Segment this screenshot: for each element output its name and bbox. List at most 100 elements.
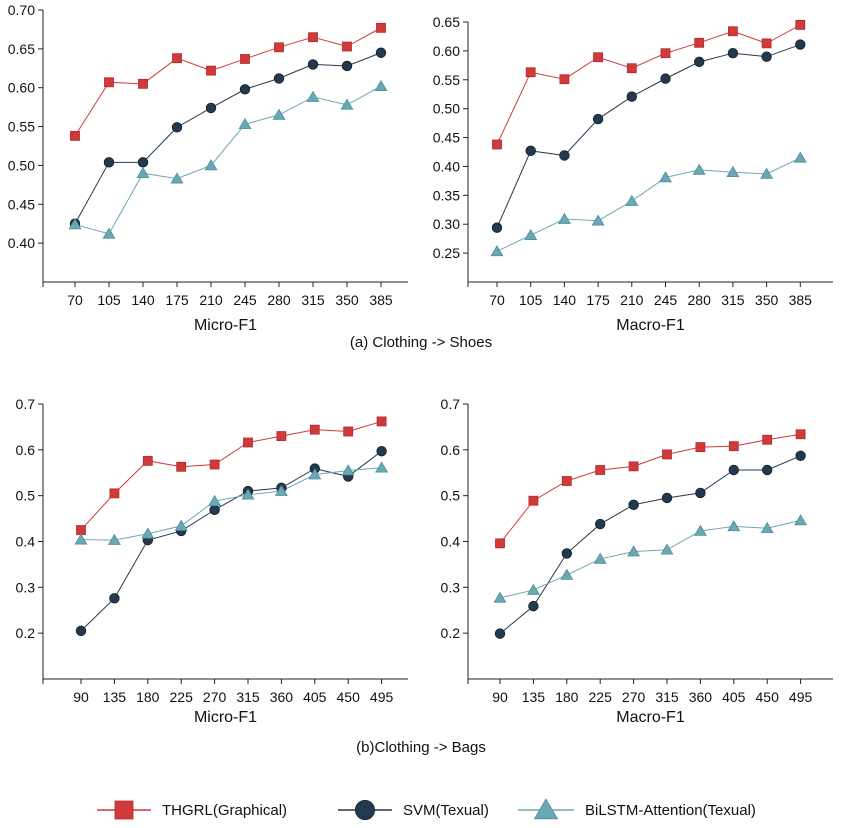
x-tick-label: 210 xyxy=(620,292,644,308)
data-point-bilstm xyxy=(272,108,286,120)
x-tick-label: 495 xyxy=(789,689,813,705)
data-point-thgrl xyxy=(342,41,352,52)
legend-marker-square-icon xyxy=(114,800,134,820)
series-line-bilstm xyxy=(496,157,801,252)
series-line-bilstm xyxy=(499,519,801,599)
data-point-thgrl xyxy=(243,437,253,448)
x-tick-label: 405 xyxy=(303,689,327,705)
data-point-bilstm xyxy=(102,227,116,239)
data-point-thgrl xyxy=(172,53,182,64)
series-line-thgrl xyxy=(80,420,382,531)
legend-item-thgrl: THGRL(Graphical) xyxy=(97,800,287,820)
data-point-thgrl xyxy=(660,48,671,59)
data-point-bilstm xyxy=(136,166,150,179)
x-tick-label: 315 xyxy=(236,689,260,705)
data-point-bilstm xyxy=(374,79,388,91)
data-point-svm xyxy=(103,157,115,168)
x-tick-label: 280 xyxy=(688,292,712,308)
legend-marker-circle-icon xyxy=(354,800,375,821)
data-point-thgrl xyxy=(276,431,287,441)
data-point-svm xyxy=(491,222,503,233)
data-point-svm xyxy=(694,56,705,68)
caption-b: (b)Clothing -> Bags xyxy=(356,739,486,756)
y-tick-label: 0.2 xyxy=(16,625,36,641)
data-point-bilstm xyxy=(490,245,504,257)
legend-label: THGRL(Graphical) xyxy=(162,802,287,819)
y-tick-label: 0.25 xyxy=(433,245,460,261)
data-point-bilstm xyxy=(593,552,607,564)
x-tick-label: 270 xyxy=(622,689,646,705)
data-point-svm xyxy=(341,60,353,72)
data-point-svm xyxy=(592,113,604,125)
data-point-svm xyxy=(626,91,638,102)
data-point-svm xyxy=(795,450,806,461)
data-point-svm xyxy=(660,73,671,84)
data-point-svm xyxy=(239,84,251,95)
data-point-thgrl xyxy=(762,434,773,445)
data-point-thgrl xyxy=(104,77,114,88)
data-point-thgrl xyxy=(138,78,148,89)
x-tick-label: 360 xyxy=(689,689,713,705)
data-point-thgrl xyxy=(561,476,572,486)
data-point-bilstm xyxy=(793,151,807,163)
data-point-bilstm xyxy=(308,468,322,480)
x-tick-label: 210 xyxy=(199,292,223,308)
caption-a: (a) Clothing -> Shoes xyxy=(350,334,492,351)
x-tick-label: 450 xyxy=(756,689,780,705)
x-tick-label: 315 xyxy=(301,292,325,308)
data-point-thgrl xyxy=(176,461,187,472)
data-point-thgrl xyxy=(593,52,603,63)
x-axis-label: Macro-F1 xyxy=(616,317,685,334)
data-point-thgrl xyxy=(142,455,153,466)
y-tick-label: 0.55 xyxy=(433,72,460,88)
x-tick-label: 70 xyxy=(489,292,505,308)
data-point-svm xyxy=(171,122,183,133)
x-axis-label: Micro-F1 xyxy=(194,709,257,726)
data-point-thgrl xyxy=(795,19,806,30)
data-point-thgrl xyxy=(76,525,86,535)
x-tick-label: 105 xyxy=(519,292,543,308)
data-point-bilstm xyxy=(760,521,774,534)
x-tick-label: 140 xyxy=(131,292,155,308)
y-tick-label: 0.45 xyxy=(433,130,460,146)
data-point-bilstm xyxy=(141,527,155,539)
x-tick-label: 360 xyxy=(270,689,294,705)
data-point-bilstm xyxy=(726,165,740,178)
x-tick-label: 175 xyxy=(165,292,189,308)
data-point-bilstm xyxy=(306,90,320,102)
data-point-svm xyxy=(762,464,773,476)
x-tick-label: 180 xyxy=(555,689,579,705)
data-point-bilstm xyxy=(375,461,389,473)
y-tick-label: 0.50 xyxy=(8,157,35,173)
data-point-thgrl xyxy=(525,67,536,78)
data-point-bilstm xyxy=(560,568,574,580)
data-point-thgrl xyxy=(761,38,772,49)
y-tick-label: 0.30 xyxy=(433,216,460,232)
x-tick-label: 315 xyxy=(721,292,745,308)
data-point-svm xyxy=(661,492,673,504)
data-point-bilstm xyxy=(591,214,605,226)
data-point-svm xyxy=(795,39,806,50)
data-point-thgrl xyxy=(528,495,539,506)
data-point-bilstm xyxy=(627,545,641,557)
data-point-thgrl xyxy=(309,424,320,435)
chart-panel-1: 0.40 0.45 0.50 0.55 0.60 0.65 0.70 70 105 140 175 2… xyxy=(8,2,408,334)
data-point-svm xyxy=(137,157,149,168)
chart-panel-4: 0.2 0.3 0.4 0.5 0.6 0.7 90 135 180 225 270 315 360 40… xyxy=(441,396,833,726)
x-tick-label: 270 xyxy=(203,689,227,705)
x-tick-label: 90 xyxy=(73,689,89,705)
data-point-bilstm xyxy=(107,533,121,545)
data-point-bilstm xyxy=(274,484,288,496)
data-point-svm xyxy=(528,600,539,612)
data-point-thgrl xyxy=(492,139,502,150)
x-tick-label: 135 xyxy=(522,689,546,705)
y-tick-label: 0.65 xyxy=(433,14,460,30)
legend-label: BiLSTM-Attention(Texual) xyxy=(585,802,756,819)
y-tick-label: 0.40 xyxy=(433,158,460,174)
y-tick-label: 0.60 xyxy=(433,43,460,59)
y-tick-label: 0.5 xyxy=(441,488,461,504)
data-point-svm xyxy=(209,504,220,516)
data-point-bilstm xyxy=(692,163,706,175)
data-point-bilstm xyxy=(241,488,255,500)
